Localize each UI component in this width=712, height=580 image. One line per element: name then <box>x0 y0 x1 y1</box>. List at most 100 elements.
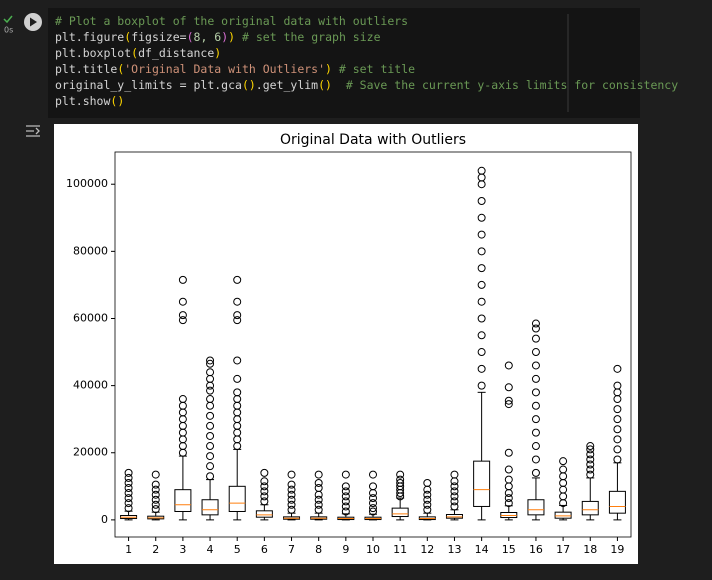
outlier <box>423 505 432 514</box>
outlier <box>477 381 486 390</box>
outlier <box>504 448 513 457</box>
x-tick-label: 19 <box>610 543 624 556</box>
run-button[interactable] <box>24 13 42 31</box>
y-tick-label: 0 <box>101 513 108 526</box>
outlier <box>613 445 622 454</box>
outlier <box>369 482 377 491</box>
outlier <box>450 487 459 496</box>
outlier <box>369 499 377 508</box>
outlier <box>477 213 486 222</box>
run-icon[interactable] <box>30 17 37 27</box>
code-token: plt.show <box>55 94 110 108</box>
code-token: plt.title <box>55 62 117 76</box>
outlier <box>531 428 540 437</box>
outlier <box>178 311 187 320</box>
outlier <box>477 247 486 256</box>
outlier <box>586 442 595 451</box>
code-token: ) <box>214 46 221 60</box>
box <box>391 507 409 518</box>
outlier <box>314 483 323 492</box>
outlier <box>206 452 215 461</box>
box <box>201 499 219 516</box>
outlier <box>613 435 622 444</box>
outlier <box>206 462 215 471</box>
outlier <box>531 442 540 451</box>
code-token: ) <box>325 62 332 76</box>
x-tick-label: 15 <box>502 543 516 556</box>
code-token: () <box>318 78 332 92</box>
outlier <box>477 331 486 340</box>
outlier <box>206 368 215 377</box>
outlier <box>531 334 540 343</box>
outlier <box>233 356 242 365</box>
outlier <box>613 364 622 373</box>
outlier <box>504 383 513 392</box>
outlier <box>586 460 595 469</box>
outlier <box>423 500 432 509</box>
outlier <box>504 396 513 405</box>
outlier <box>124 494 133 503</box>
outlier <box>477 197 486 206</box>
outlier <box>531 374 540 383</box>
outlier <box>369 494 377 503</box>
outlier <box>178 395 187 404</box>
output-icon[interactable] <box>26 125 40 137</box>
outlier <box>396 470 405 479</box>
done-check <box>3 15 13 24</box>
outlier <box>477 364 486 373</box>
outlier <box>151 485 160 494</box>
code-token: figsize= <box>131 30 186 44</box>
x-tick-label: 13 <box>447 543 461 556</box>
outlier <box>504 400 513 409</box>
code-token: ( <box>131 46 138 60</box>
output-toggle[interactable] <box>26 125 40 137</box>
outlier <box>450 482 459 491</box>
outlier <box>559 457 568 466</box>
outlier <box>124 478 133 487</box>
outlier <box>341 470 350 479</box>
outlier <box>124 483 133 492</box>
outlier <box>206 442 215 451</box>
outlier <box>260 487 269 496</box>
outlier <box>124 504 133 513</box>
outlier <box>586 470 595 479</box>
x-tick-label: 8 <box>315 543 322 556</box>
outlier <box>260 468 269 477</box>
outlier <box>423 490 432 499</box>
x-tick-label: 3 <box>179 543 186 556</box>
outlier <box>450 470 459 479</box>
code-token: plt.boxplot <box>55 46 131 60</box>
x-tick-label: 7 <box>288 543 295 556</box>
outlier <box>477 297 486 306</box>
outlier <box>504 499 513 508</box>
outlier <box>314 500 323 509</box>
x-tick-label: 9 <box>342 543 349 556</box>
box <box>581 500 599 516</box>
x-tick-label: 14 <box>475 543 489 556</box>
outlier <box>233 388 242 397</box>
outlier <box>233 374 242 383</box>
box <box>527 499 545 516</box>
outlier <box>124 499 133 508</box>
y-tick-label: 60000 <box>73 311 108 324</box>
box <box>473 460 491 507</box>
outlier <box>233 311 242 320</box>
outlier <box>586 450 595 459</box>
outlier <box>450 502 459 511</box>
code-token: ( <box>117 62 124 76</box>
outlier <box>423 495 432 504</box>
chart-title: Original Data with Outliers <box>280 132 466 148</box>
exec-time: 0s <box>4 26 13 35</box>
code-lines: # Plot a boxplot of the original data wi… <box>55 14 678 108</box>
code-token: () <box>242 78 256 92</box>
box <box>255 510 273 518</box>
outlier <box>369 507 377 516</box>
outlier <box>477 166 486 175</box>
x-tick-label: 11 <box>393 543 407 556</box>
outlier <box>341 507 350 516</box>
outlier <box>206 356 215 365</box>
outlier <box>178 297 187 306</box>
code-token: # Save the current y-axis limits for con… <box>332 78 678 92</box>
outlier <box>151 495 160 504</box>
outlier <box>124 489 133 498</box>
